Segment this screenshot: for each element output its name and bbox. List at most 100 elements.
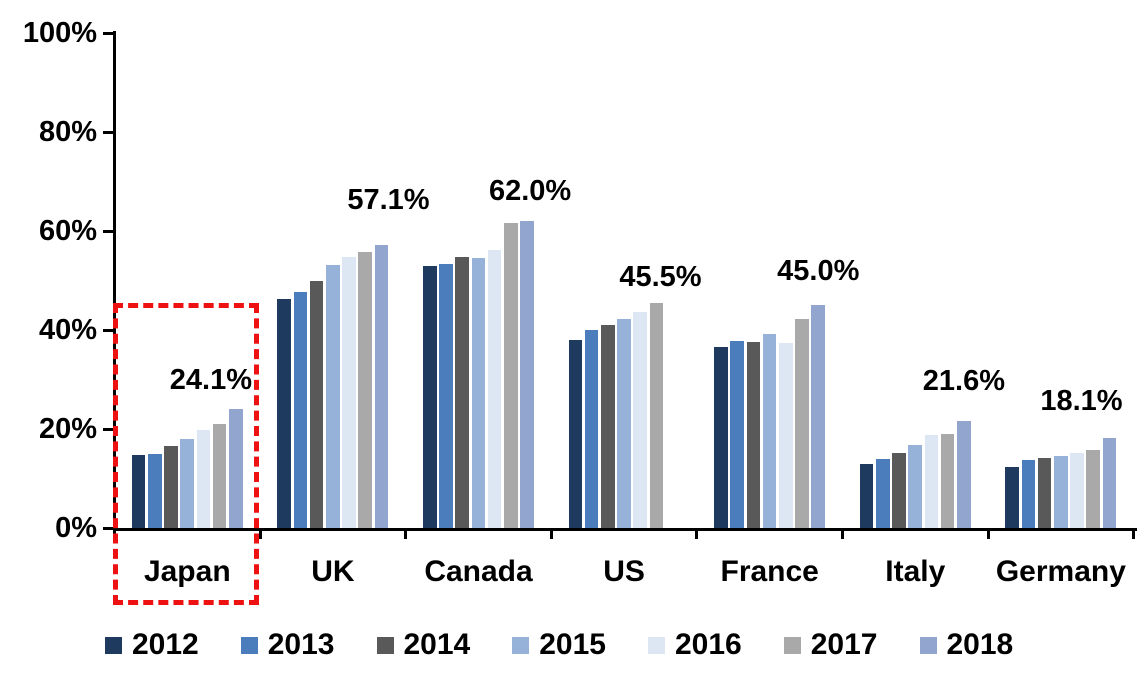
bar-us-2017	[649, 302, 664, 528]
category-label-uk: UK	[311, 555, 355, 588]
legend-swatch-2017	[783, 636, 801, 654]
x-tick	[986, 528, 990, 539]
x-tick	[1132, 528, 1136, 539]
legend-item-2014: 2014	[376, 628, 471, 661]
bar-uk-2013	[293, 292, 308, 528]
bar-italy-2013	[875, 458, 890, 528]
y-axis-label: 0%	[55, 512, 97, 544]
bar-uk-2016	[342, 256, 356, 528]
legend-label-2014: 2014	[403, 628, 471, 661]
data-label-us: 45.5%	[619, 260, 702, 293]
bar-canada-2017	[504, 222, 518, 528]
x-tick	[404, 528, 408, 539]
legend-item-2013: 2013	[240, 630, 335, 660]
data-label-canada: 62.0%	[488, 175, 572, 208]
data-label-france: 45.0%	[777, 255, 860, 288]
y-axis-label: 80%	[38, 116, 97, 148]
japan-highlight-rectangle	[113, 303, 259, 605]
legend-swatch-2015	[512, 636, 530, 654]
bar-canada-2015	[471, 257, 486, 528]
legend: 2012 2013 2014 2015 2016 2017 2018	[105, 630, 1065, 660]
x-tick	[841, 528, 844, 539]
bar-germany-2017	[1086, 450, 1101, 528]
bar-italy-2012	[859, 463, 874, 528]
x-tick	[549, 528, 553, 539]
bar-japan-2016	[196, 430, 211, 528]
bar-us-2012	[568, 339, 583, 528]
bar-uk-2017	[358, 251, 373, 528]
category-label-germany: Germany	[995, 555, 1126, 588]
category-label-france: France	[720, 555, 819, 588]
bar-france-2012	[714, 347, 728, 528]
x-tick	[258, 528, 262, 539]
bar-germany-2018	[1102, 438, 1117, 528]
bar-japan-2014	[164, 446, 178, 528]
data-label-germany: 18.1%	[1040, 385, 1123, 418]
bar-italy-2017	[940, 434, 955, 528]
y-tick-20%	[103, 427, 115, 431]
bar-us-2014	[600, 324, 615, 528]
legend-item-2017: 2017	[783, 628, 878, 661]
y-tick-0%	[103, 526, 115, 530]
bar-uk-2018	[374, 245, 389, 528]
bar-canada-2013	[439, 263, 453, 528]
legend-swatch-2014	[376, 636, 394, 654]
y-axis-label: 20%	[38, 413, 97, 445]
category-label-us: US	[603, 555, 645, 588]
bar-italy-2018	[957, 421, 971, 528]
legend-label-2017: 2017	[810, 628, 878, 661]
bar-germany-2013	[1021, 459, 1036, 528]
bar-italy-2014	[892, 452, 906, 528]
x-tick	[695, 528, 699, 539]
bar-france-2017	[795, 319, 809, 528]
legend-item-2018: 2018	[919, 628, 1014, 661]
y-axis-label: 40%	[38, 314, 97, 346]
y-tick-40%	[103, 328, 115, 332]
bar-france-2018	[811, 305, 826, 528]
legend-swatch-2012	[105, 636, 122, 654]
bar-canada-2014	[455, 256, 469, 528]
bar-japan-2018	[229, 408, 243, 528]
x-axis-line	[113, 528, 1137, 531]
bar-us-2013	[584, 330, 599, 528]
bar-uk-2012	[277, 299, 291, 528]
legend-label-2015: 2015	[539, 628, 606, 661]
bar-germany-2014	[1037, 458, 1052, 528]
legend-item-2012: 2012	[105, 630, 199, 660]
legend-item-2015: 2015	[512, 630, 606, 660]
bar-canada-2018	[520, 221, 534, 528]
bar-france-2015	[762, 333, 777, 528]
bar-uk-2014	[309, 281, 324, 528]
legend-item-2016: 2016	[648, 630, 742, 660]
category-label-canada: Canada	[424, 555, 533, 588]
bar-canada-2012	[422, 265, 437, 528]
bar-germany-2012	[1005, 467, 1019, 528]
bar-italy-2015	[908, 444, 922, 528]
bar-germany-2015	[1053, 455, 1068, 528]
y-axis-line	[113, 31, 116, 531]
y-tick-80%	[103, 130, 115, 134]
bar-france-2014	[746, 341, 761, 528]
bar-france-2016	[779, 342, 793, 528]
legend-swatch-2018	[919, 636, 937, 654]
legend-label-2012: 2012	[132, 628, 199, 661]
category-label-italy: Italy	[885, 555, 946, 588]
y-axis-label: 60%	[38, 215, 97, 247]
bar-germany-2016	[1070, 453, 1084, 528]
bar-japan-2012	[131, 454, 146, 528]
bar-japan-2017	[212, 424, 227, 528]
bar-japan-2015	[180, 438, 194, 528]
bar-canada-2016	[487, 249, 502, 528]
category-label-japan: Japan	[143, 555, 231, 588]
y-axis-label: 100%	[22, 17, 97, 49]
legend-label-2018: 2018	[946, 628, 1014, 661]
data-label-italy: 21.6%	[922, 365, 1005, 398]
bar-us-2015	[617, 319, 631, 528]
y-tick-60%	[103, 229, 115, 233]
legend-swatch-2016	[648, 636, 665, 654]
bar-us-2016	[633, 312, 648, 528]
data-label-japan: 24.1%	[169, 363, 252, 396]
bar-italy-2016	[924, 435, 939, 528]
y-tick-100%	[103, 31, 115, 35]
